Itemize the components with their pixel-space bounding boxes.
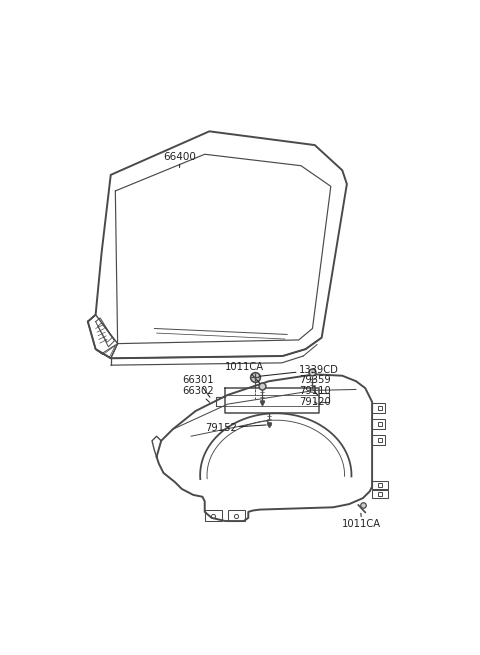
Bar — [372, 481, 388, 489]
Text: 66400: 66400 — [164, 151, 196, 168]
Bar — [372, 403, 385, 413]
Bar — [205, 510, 222, 521]
Bar — [228, 510, 245, 521]
Bar — [372, 490, 388, 498]
Text: 79359: 79359 — [299, 372, 330, 385]
Bar — [372, 419, 385, 430]
Text: 1011CA: 1011CA — [226, 362, 264, 384]
Text: 1011CA: 1011CA — [342, 514, 382, 529]
Text: 66302: 66302 — [182, 386, 214, 402]
Bar — [372, 436, 385, 445]
Text: 66301: 66301 — [182, 375, 214, 398]
Text: 1339CD: 1339CD — [259, 365, 338, 377]
Text: 79110: 79110 — [299, 386, 330, 396]
Text: 79152: 79152 — [205, 423, 266, 433]
Text: 79120: 79120 — [299, 397, 330, 407]
